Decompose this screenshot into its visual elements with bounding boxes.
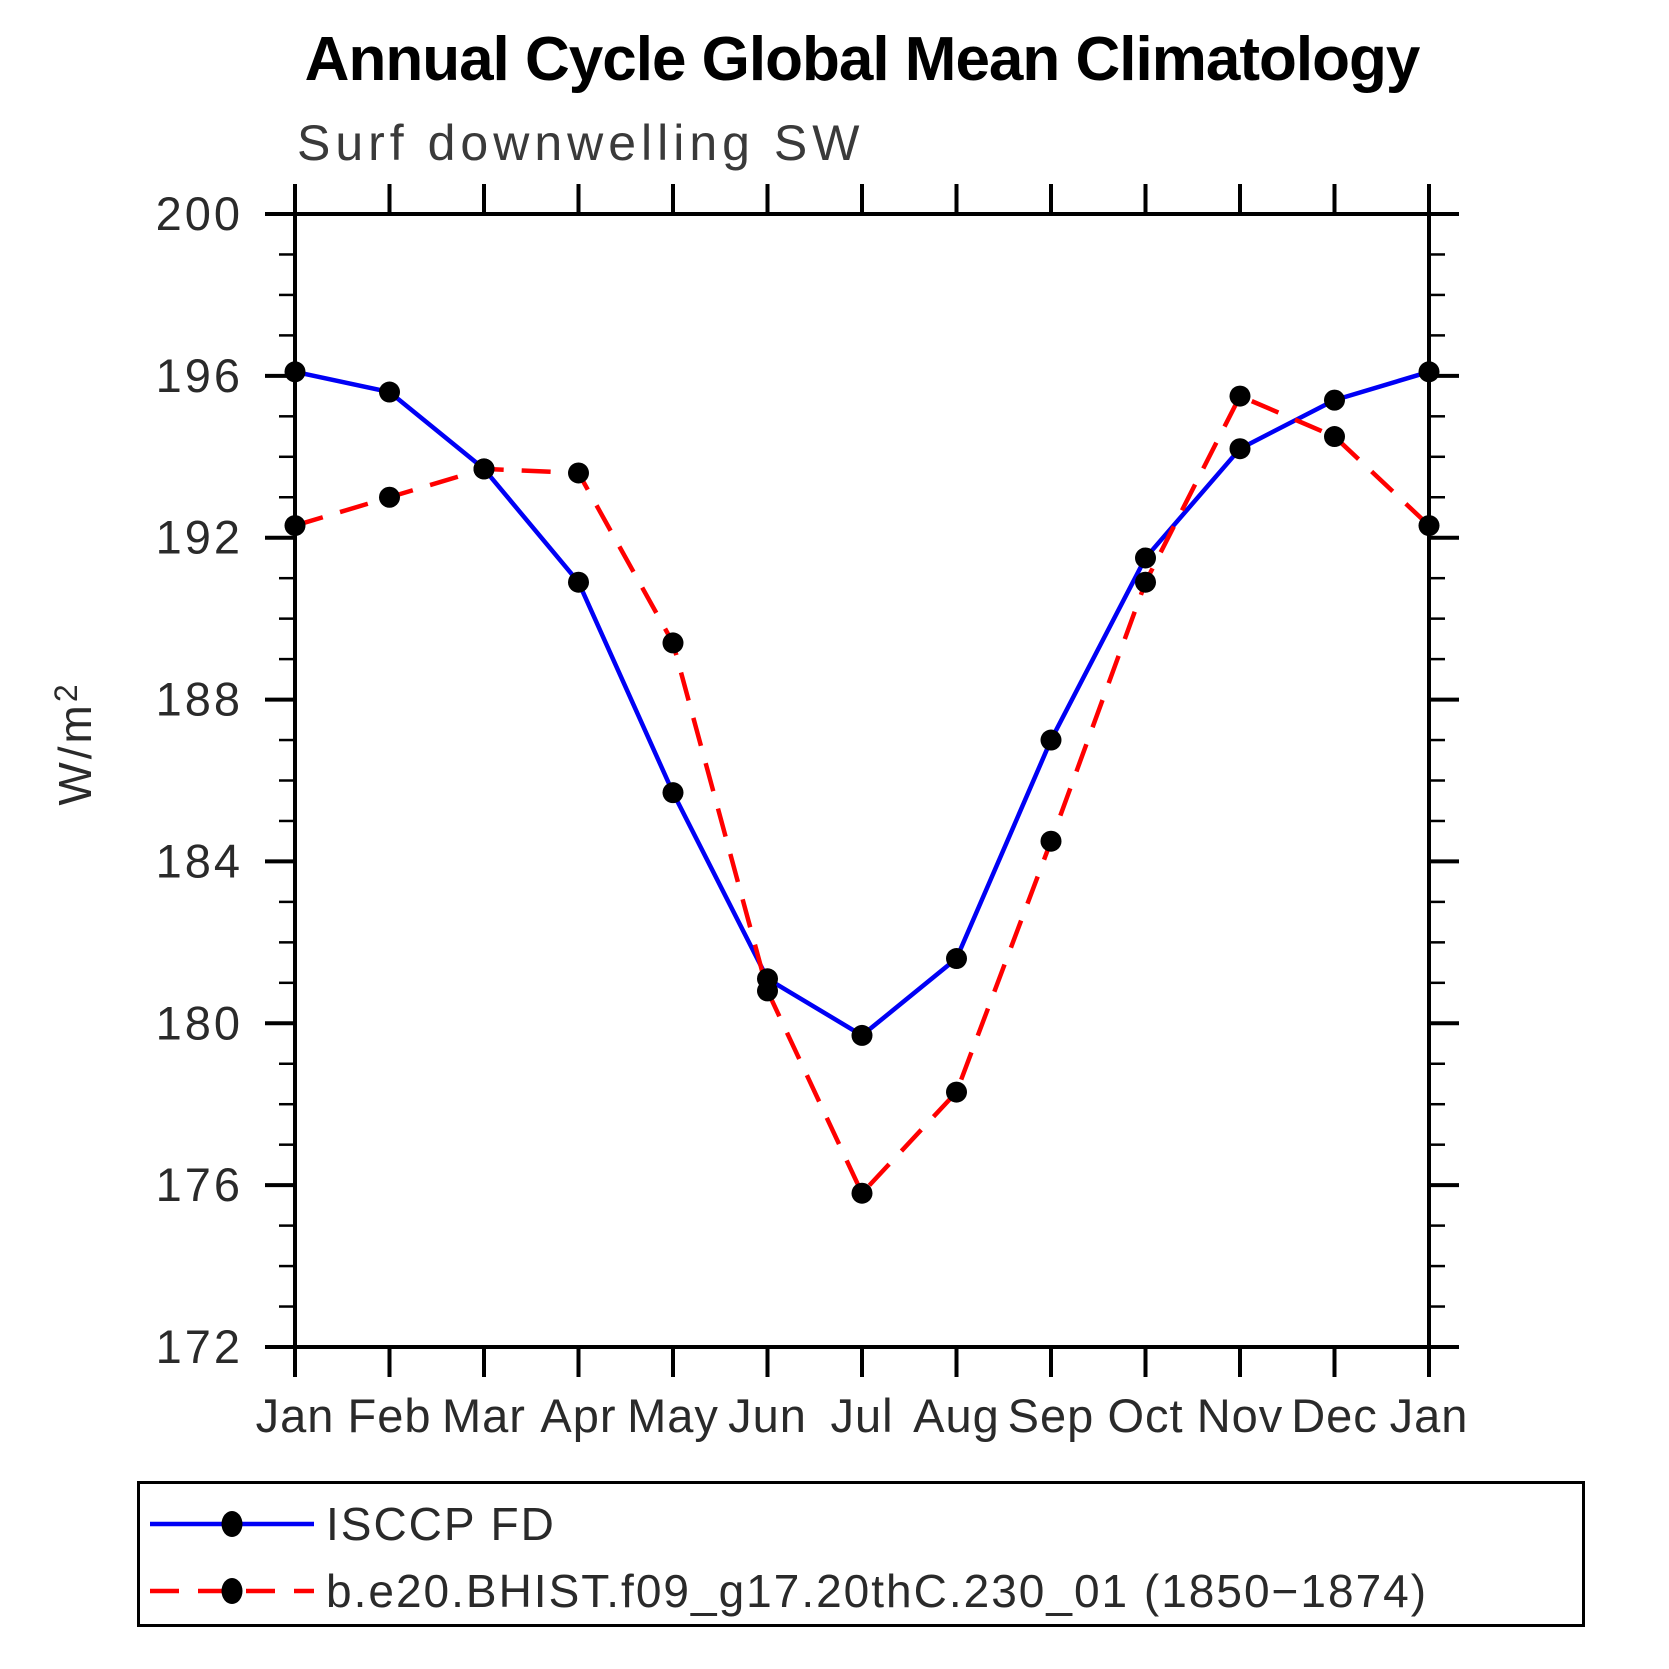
legend-marker-dot [221,1578,243,1604]
legend-entry-model: b.e20.BHIST.f09_g17.20thC.230_01 (1850−1… [140,1565,1582,1617]
series-line-model [294,393,1431,1196]
x-tick-label: Oct [1107,1389,1183,1442]
data-point-isccp [1324,389,1345,411]
legend-line-sample-solid-blue [150,1511,314,1537]
y-tick-label: 180 [156,996,243,1049]
data-point-model [1135,571,1156,593]
x-tick-label: May [627,1389,719,1442]
data-point-isccp [851,1024,873,1046]
data-point-model [284,515,306,537]
x-tick-label: Jan [256,1389,335,1442]
x-tick-label: Mar [442,1389,526,1442]
data-point-model [1418,515,1440,537]
data-point-model [851,1182,873,1204]
data-point-isccp [379,381,400,403]
x-tick-label: Jun [728,1389,807,1442]
data-point-isccp [662,782,684,804]
data-point-model [662,632,684,654]
legend-entry-isccp: ISCCP FD [140,1498,1582,1550]
data-point-isccp [946,948,967,970]
y-tick-label: 196 [156,349,243,402]
data-point-model [1040,830,1062,852]
x-tick-label: Aug [913,1389,1000,1442]
x-tick-label: Feb [348,1389,432,1442]
x-tick-label: Sep [1008,1389,1095,1442]
data-point-isccp [1135,547,1156,569]
data-point-isccp [1229,438,1251,460]
chart-title: Annual Cycle Global Mean Climatology [304,25,1421,94]
y-tick-label: 184 [156,834,243,887]
data-point-model [1324,426,1345,448]
y-tick-label: 188 [156,673,243,726]
x-tick-label: Nov [1197,1389,1284,1442]
y-tick-label: 176 [156,1158,243,1211]
legend-label-model: b.e20.BHIST.f09_g17.20thC.230_01 (1850−1… [326,1565,1429,1617]
y-tick-label: 200 [156,187,243,240]
x-tick-label: Jan [1390,1389,1469,1442]
x-tick-label: Jul [830,1389,893,1442]
x-tick-label: Apr [540,1389,616,1442]
data-point-isccp [568,571,589,593]
x-tick-label: Dec [1291,1389,1378,1442]
legend-line-sample-dashed-red [150,1578,314,1604]
legend-marker-dot [221,1511,243,1537]
chart-subtitle: Surf downwelling SW [297,115,865,171]
data-point-model [473,458,495,480]
data-point-model [946,1081,967,1103]
data-point-isccp [284,361,306,383]
data-point-model [757,980,778,1002]
data-point-model [379,486,400,508]
series-line-isccp [294,369,1430,1038]
data-point-model [1229,385,1251,407]
y-tick-label: 192 [156,511,243,564]
legend: ISCCP FD b.e20.BHIST.f09_g17.20thC.230_0… [137,1481,1585,1627]
data-point-isccp [1418,361,1440,383]
plot-frame [293,212,1431,1349]
legend-label-isccp: ISCCP FD [326,1498,556,1550]
y-tick-label: 172 [156,1320,243,1373]
data-point-model [568,462,589,484]
data-point-isccp [1040,729,1062,751]
